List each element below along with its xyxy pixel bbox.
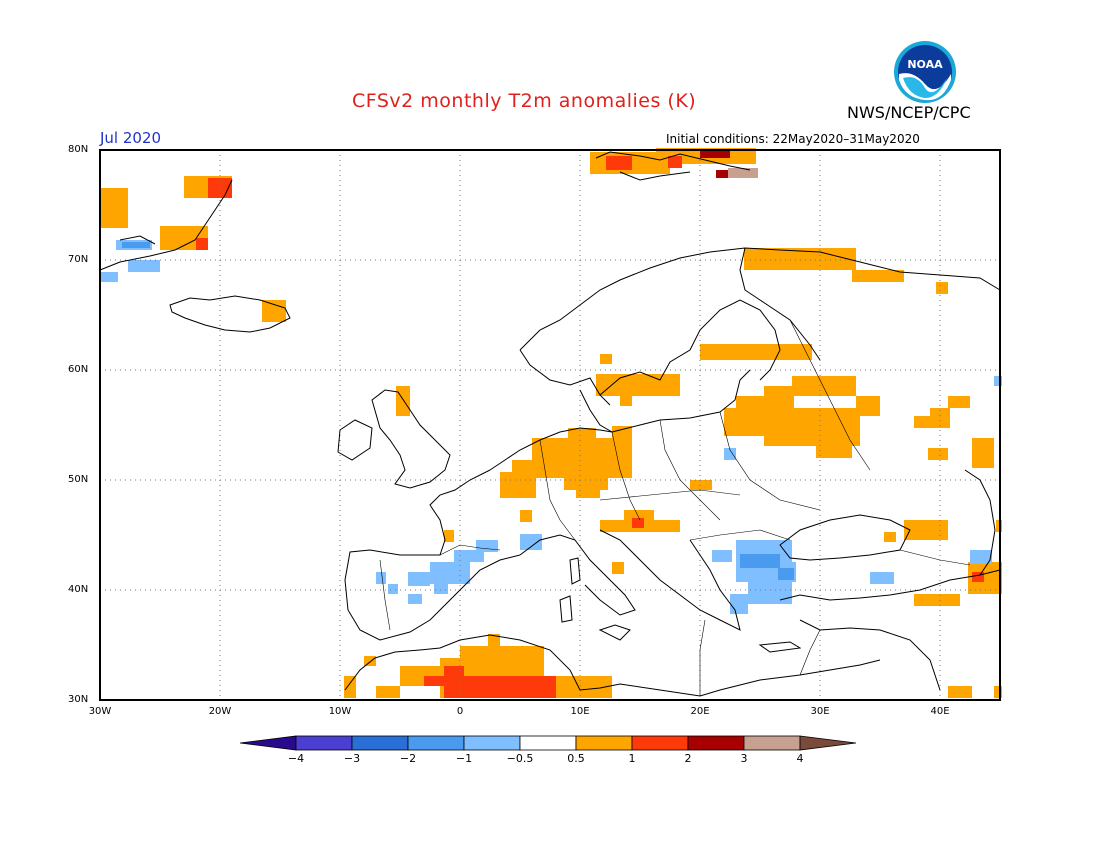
colorbar-label: −2 — [399, 752, 417, 765]
lat-label-30n: 30N — [68, 694, 89, 705]
colorbar-label: 4 — [796, 752, 804, 765]
colorbar-swatch — [743, 735, 801, 751]
lon-label-10e: 10E — [570, 706, 590, 717]
colorbar-label: 1 — [628, 752, 636, 765]
colorbar-swatch — [463, 735, 521, 751]
colorbar-label: −4 — [287, 752, 305, 765]
lon-label-20e: 20E — [690, 706, 710, 717]
colorbar-label: 2 — [684, 752, 692, 765]
noaa-logo-text: NOAA — [907, 58, 943, 71]
forecast-month: Jul 2020 — [100, 129, 162, 147]
colorbar-swatch — [687, 735, 745, 751]
anomaly-shading — [100, 148, 1002, 698]
colorbar-swatch — [351, 735, 409, 751]
lon-label-0: 0 — [456, 706, 464, 717]
map-title: CFSv2 monthly T2m anomalies (K) — [352, 90, 697, 112]
colorbar-label: −1 — [455, 752, 473, 765]
lat-label-60n: 60N — [68, 364, 89, 375]
colorbar-label: 0.5 — [567, 752, 585, 765]
lon-label-30e: 30E — [810, 706, 830, 717]
very-warm-shading — [700, 150, 730, 178]
lat-label-70n: 70N — [68, 254, 89, 265]
colorbar-swatch — [295, 735, 353, 751]
lon-label-40e: 40E — [930, 706, 950, 717]
lon-label-20w: 20W — [208, 706, 232, 717]
colorbar-swatch — [631, 735, 689, 751]
graticule — [100, 150, 1000, 700]
initial-conditions: Initial conditions: 22May2020–31May2020 — [666, 132, 920, 146]
colorbar-label: 3 — [740, 752, 748, 765]
colorbar-swatch — [519, 735, 577, 751]
colorbar-swatch — [575, 735, 633, 751]
lon-label-10w: 10W — [328, 706, 352, 717]
lat-label-40n: 40N — [68, 584, 89, 595]
cold-shading — [122, 242, 794, 580]
colorbar-label: −3 — [343, 752, 361, 765]
lat-label-50n: 50N — [68, 474, 89, 485]
agency-label: NWS/NCEP/CPC — [847, 103, 971, 122]
colorbar-label: −0.5 — [506, 752, 534, 765]
noaa-logo: NOAA — [894, 41, 956, 103]
coastlines — [99, 151, 1001, 697]
colorbar — [239, 735, 857, 751]
lat-label-80n: 80N — [68, 144, 89, 155]
extreme-warm-shading — [728, 168, 758, 178]
lon-label-30w: 30W — [88, 706, 112, 717]
colorbar-arrow-low — [239, 735, 297, 751]
map-frame — [99, 149, 1001, 701]
colorbar-swatch — [407, 735, 465, 751]
colorbar-arrow-high — [799, 735, 857, 751]
strong-warm-shading — [196, 156, 984, 698]
